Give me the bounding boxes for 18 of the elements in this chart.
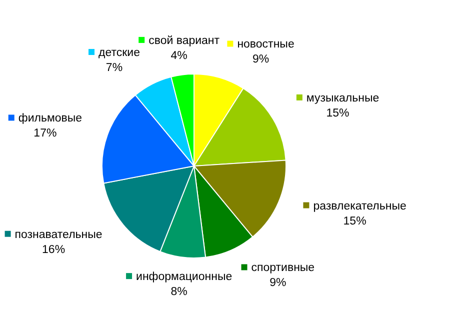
legend-label: познавательные xyxy=(14,228,102,241)
legend-label: музыкальные xyxy=(306,92,380,104)
data-label: 16% xyxy=(42,244,66,256)
legend-label: детские xyxy=(98,46,140,59)
data-label: 15% xyxy=(326,107,350,120)
legend-label: свой вариант xyxy=(148,34,220,47)
data-label: 9% xyxy=(270,277,286,290)
data-label: 15% xyxy=(343,215,366,228)
legend-label: фильмовые xyxy=(18,112,82,125)
data-label: 7% xyxy=(106,62,123,74)
data-label: 17% xyxy=(34,128,57,140)
legend-label: информационные xyxy=(136,271,232,284)
data-label: 4% xyxy=(170,50,188,62)
data-label: 9% xyxy=(252,54,270,66)
legend-label: новостные xyxy=(237,38,294,51)
legend-label: развлекательные xyxy=(313,200,406,212)
legend-label: спортивные xyxy=(251,262,315,274)
data-label: 8% xyxy=(170,286,188,298)
